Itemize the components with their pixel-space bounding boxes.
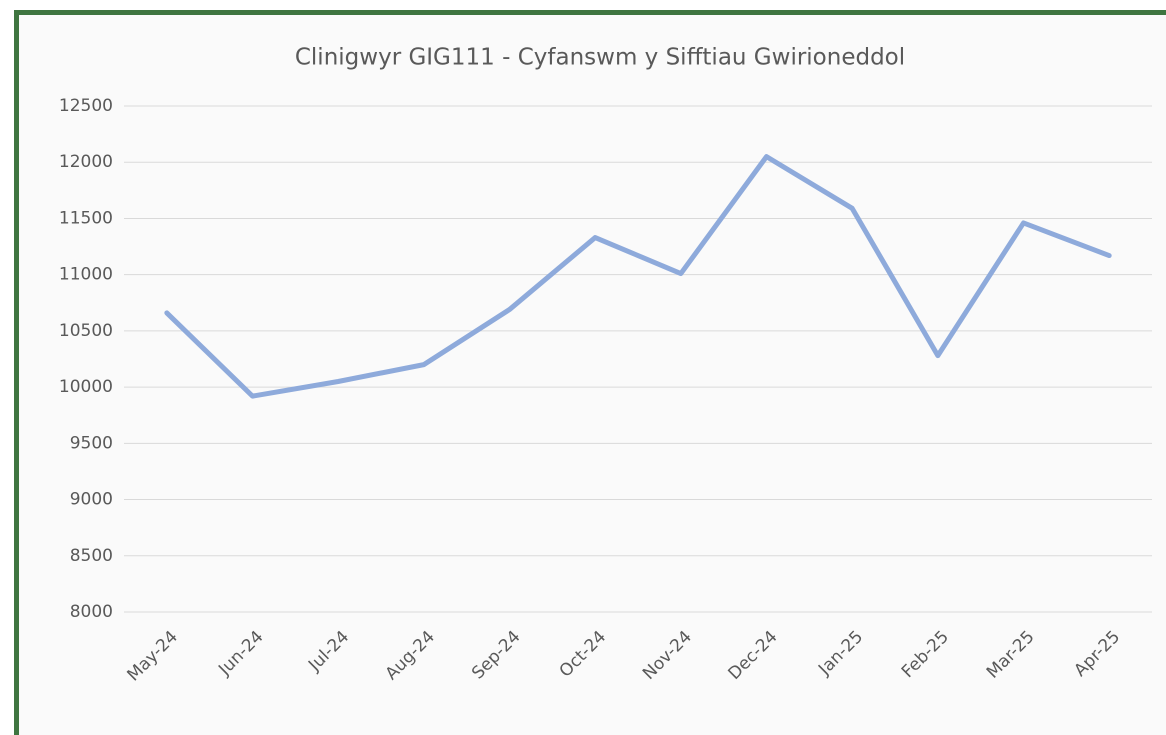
x-tick-label: Aug-24 — [382, 627, 439, 684]
x-tick-label: Feb-25 — [898, 627, 953, 682]
x-tick-label: Mar-25 — [983, 627, 1039, 683]
y-tick-label: 8500 — [70, 546, 113, 566]
x-tick-label: Jan-25 — [814, 627, 867, 680]
y-tick-label: 11000 — [59, 265, 113, 285]
x-tick-label: Oct-24 — [556, 627, 611, 682]
x-tick-label: Sep-24 — [468, 627, 524, 683]
x-tick-label: Jun-24 — [214, 627, 267, 680]
chart-title: Clinigwyr GIG111 - Cyfanswm y Sifftiau G… — [295, 45, 905, 71]
x-tick-label: Apr-25 — [1070, 627, 1124, 681]
x-tick-label: Dec-24 — [725, 627, 782, 684]
y-tick-label: 12000 — [59, 152, 113, 172]
y-tick-label: 12500 — [59, 96, 113, 116]
y-tick-label: 9500 — [70, 433, 113, 453]
y-tick-label: 11500 — [59, 208, 113, 228]
y-tick-label: 10000 — [59, 377, 113, 397]
x-tick-label: Jul-24 — [304, 627, 353, 676]
x-tick-label: May-24 — [123, 627, 181, 685]
y-tick-label: 9000 — [70, 490, 113, 510]
x-tick-label: Nov-24 — [639, 627, 696, 684]
y-tick-label: 10500 — [59, 321, 113, 341]
y-tick-label: 8000 — [70, 602, 113, 622]
chart-frame — [14, 10, 1166, 735]
data-line — [164, 154, 1112, 399]
